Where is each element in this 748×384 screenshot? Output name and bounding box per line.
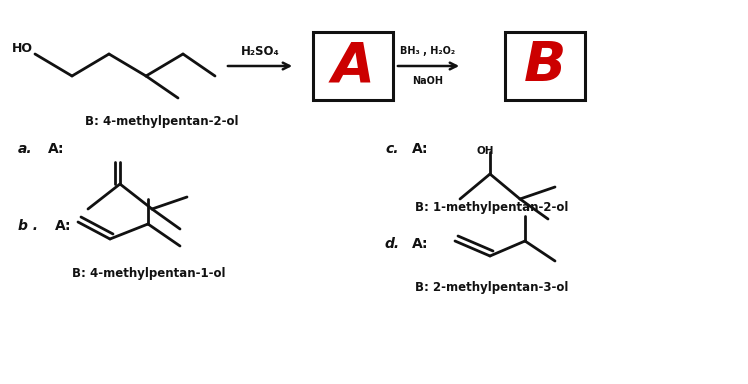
- Text: A:: A:: [55, 219, 72, 233]
- Text: B: B: [524, 39, 566, 93]
- Text: NaOH: NaOH: [412, 76, 444, 86]
- Bar: [505, 32, 585, 100]
- Text: B: 1-methylpentan-2-ol: B: 1-methylpentan-2-ol: [415, 202, 568, 215]
- Text: OH: OH: [476, 146, 494, 156]
- Text: A:: A:: [412, 237, 429, 251]
- Text: a.: a.: [18, 142, 33, 156]
- Text: B: 2-methylpentan-3-ol: B: 2-methylpentan-3-ol: [415, 281, 568, 295]
- Text: B: 4-methylpentan-2-ol: B: 4-methylpentan-2-ol: [85, 116, 239, 129]
- Text: c.: c.: [385, 142, 399, 156]
- Text: A:: A:: [412, 142, 429, 156]
- Text: A:: A:: [48, 142, 64, 156]
- Text: b .: b .: [18, 219, 38, 233]
- Text: H₂SO₄: H₂SO₄: [241, 45, 279, 58]
- Bar: [313, 32, 393, 100]
- Text: d.: d.: [385, 237, 400, 251]
- Text: A: A: [331, 39, 375, 93]
- Text: BH₃ , H₂O₂: BH₃ , H₂O₂: [400, 46, 456, 56]
- Text: HO: HO: [12, 43, 33, 56]
- Text: B: 4-methylpentan-1-ol: B: 4-methylpentan-1-ol: [72, 268, 225, 280]
